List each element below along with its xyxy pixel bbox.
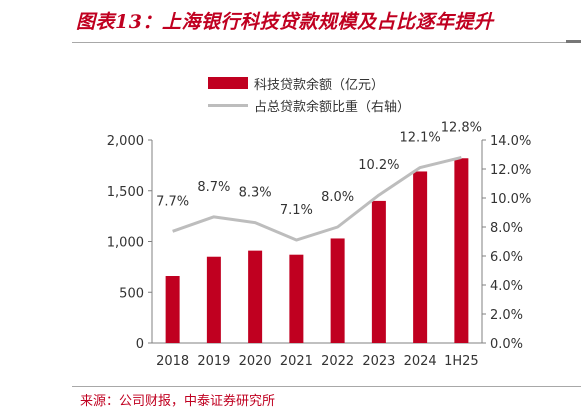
footer-divider [72, 386, 581, 387]
legend-item-bar: 科技贷款余额（亿元） [208, 72, 410, 94]
y-right-tick-label: 6.0% [490, 250, 523, 265]
bar [330, 238, 345, 343]
data-label: 8.0% [321, 190, 354, 205]
x-tick-label: 2020 [239, 354, 272, 369]
y-right-tick-label: 14.0% [490, 134, 531, 149]
chart-legend: 科技贷款余额（亿元） 占总贷款余额比重（右轴） [208, 72, 410, 116]
data-label: 12.1% [399, 131, 440, 146]
ratio-line [172, 155, 462, 242]
legend-bar-swatch [208, 77, 248, 89]
y-left-tick-label: 2,000 [107, 134, 144, 149]
bar [165, 276, 180, 343]
legend-line-swatch [208, 103, 248, 107]
y-left-tick-label: 1,000 [107, 236, 144, 251]
bar [454, 158, 469, 343]
x-tick-label: 1H25 [444, 354, 479, 369]
y-left-tick-label: 1,500 [107, 185, 144, 200]
source-note: 来源：公司财报，中泰证券研究所 [80, 394, 276, 409]
data-label: 8.3% [239, 186, 272, 201]
x-tick-label: 2024 [404, 354, 437, 369]
y-left-tick-label: 500 [119, 286, 144, 301]
bar [248, 250, 263, 343]
y-right-tick-label: 0.0% [490, 337, 523, 352]
legend-line-label: 占总贷款余额比重（右轴） [254, 99, 411, 115]
data-label: 7.7% [156, 194, 189, 209]
y-right-tick-label: 2.0% [490, 308, 523, 323]
x-tick-label: 2019 [197, 354, 230, 369]
bar [413, 171, 428, 343]
title-divider-accent [566, 40, 581, 43]
y-right-tick-label: 8.0% [490, 221, 523, 236]
x-tick-label: 2021 [280, 354, 313, 369]
figure-title: 图表13：上海银行科技贷款规模及占比逐年提升 [76, 11, 494, 33]
x-tick-label: 2018 [156, 354, 189, 369]
data-label: 10.2% [358, 158, 399, 173]
y-right-tick-label: 12.0% [490, 163, 531, 178]
data-label: 12.8% [441, 120, 482, 135]
y-right-tick-label: 10.0% [490, 192, 531, 207]
data-label: 8.7% [197, 180, 230, 195]
title-divider [72, 42, 581, 43]
x-tick-label: 2023 [362, 354, 395, 369]
y-right-tick-label: 4.0% [490, 279, 523, 294]
bar [206, 256, 221, 343]
legend-bar-label: 科技贷款余额（亿元） [254, 77, 385, 93]
x-tick-label: 2022 [321, 354, 354, 369]
y-left-tick-label: 0 [136, 337, 144, 352]
bar [371, 200, 386, 343]
legend-item-line: 占总贷款余额比重（右轴） [208, 94, 410, 116]
data-label: 7.1% [280, 203, 313, 218]
bar [289, 254, 304, 343]
